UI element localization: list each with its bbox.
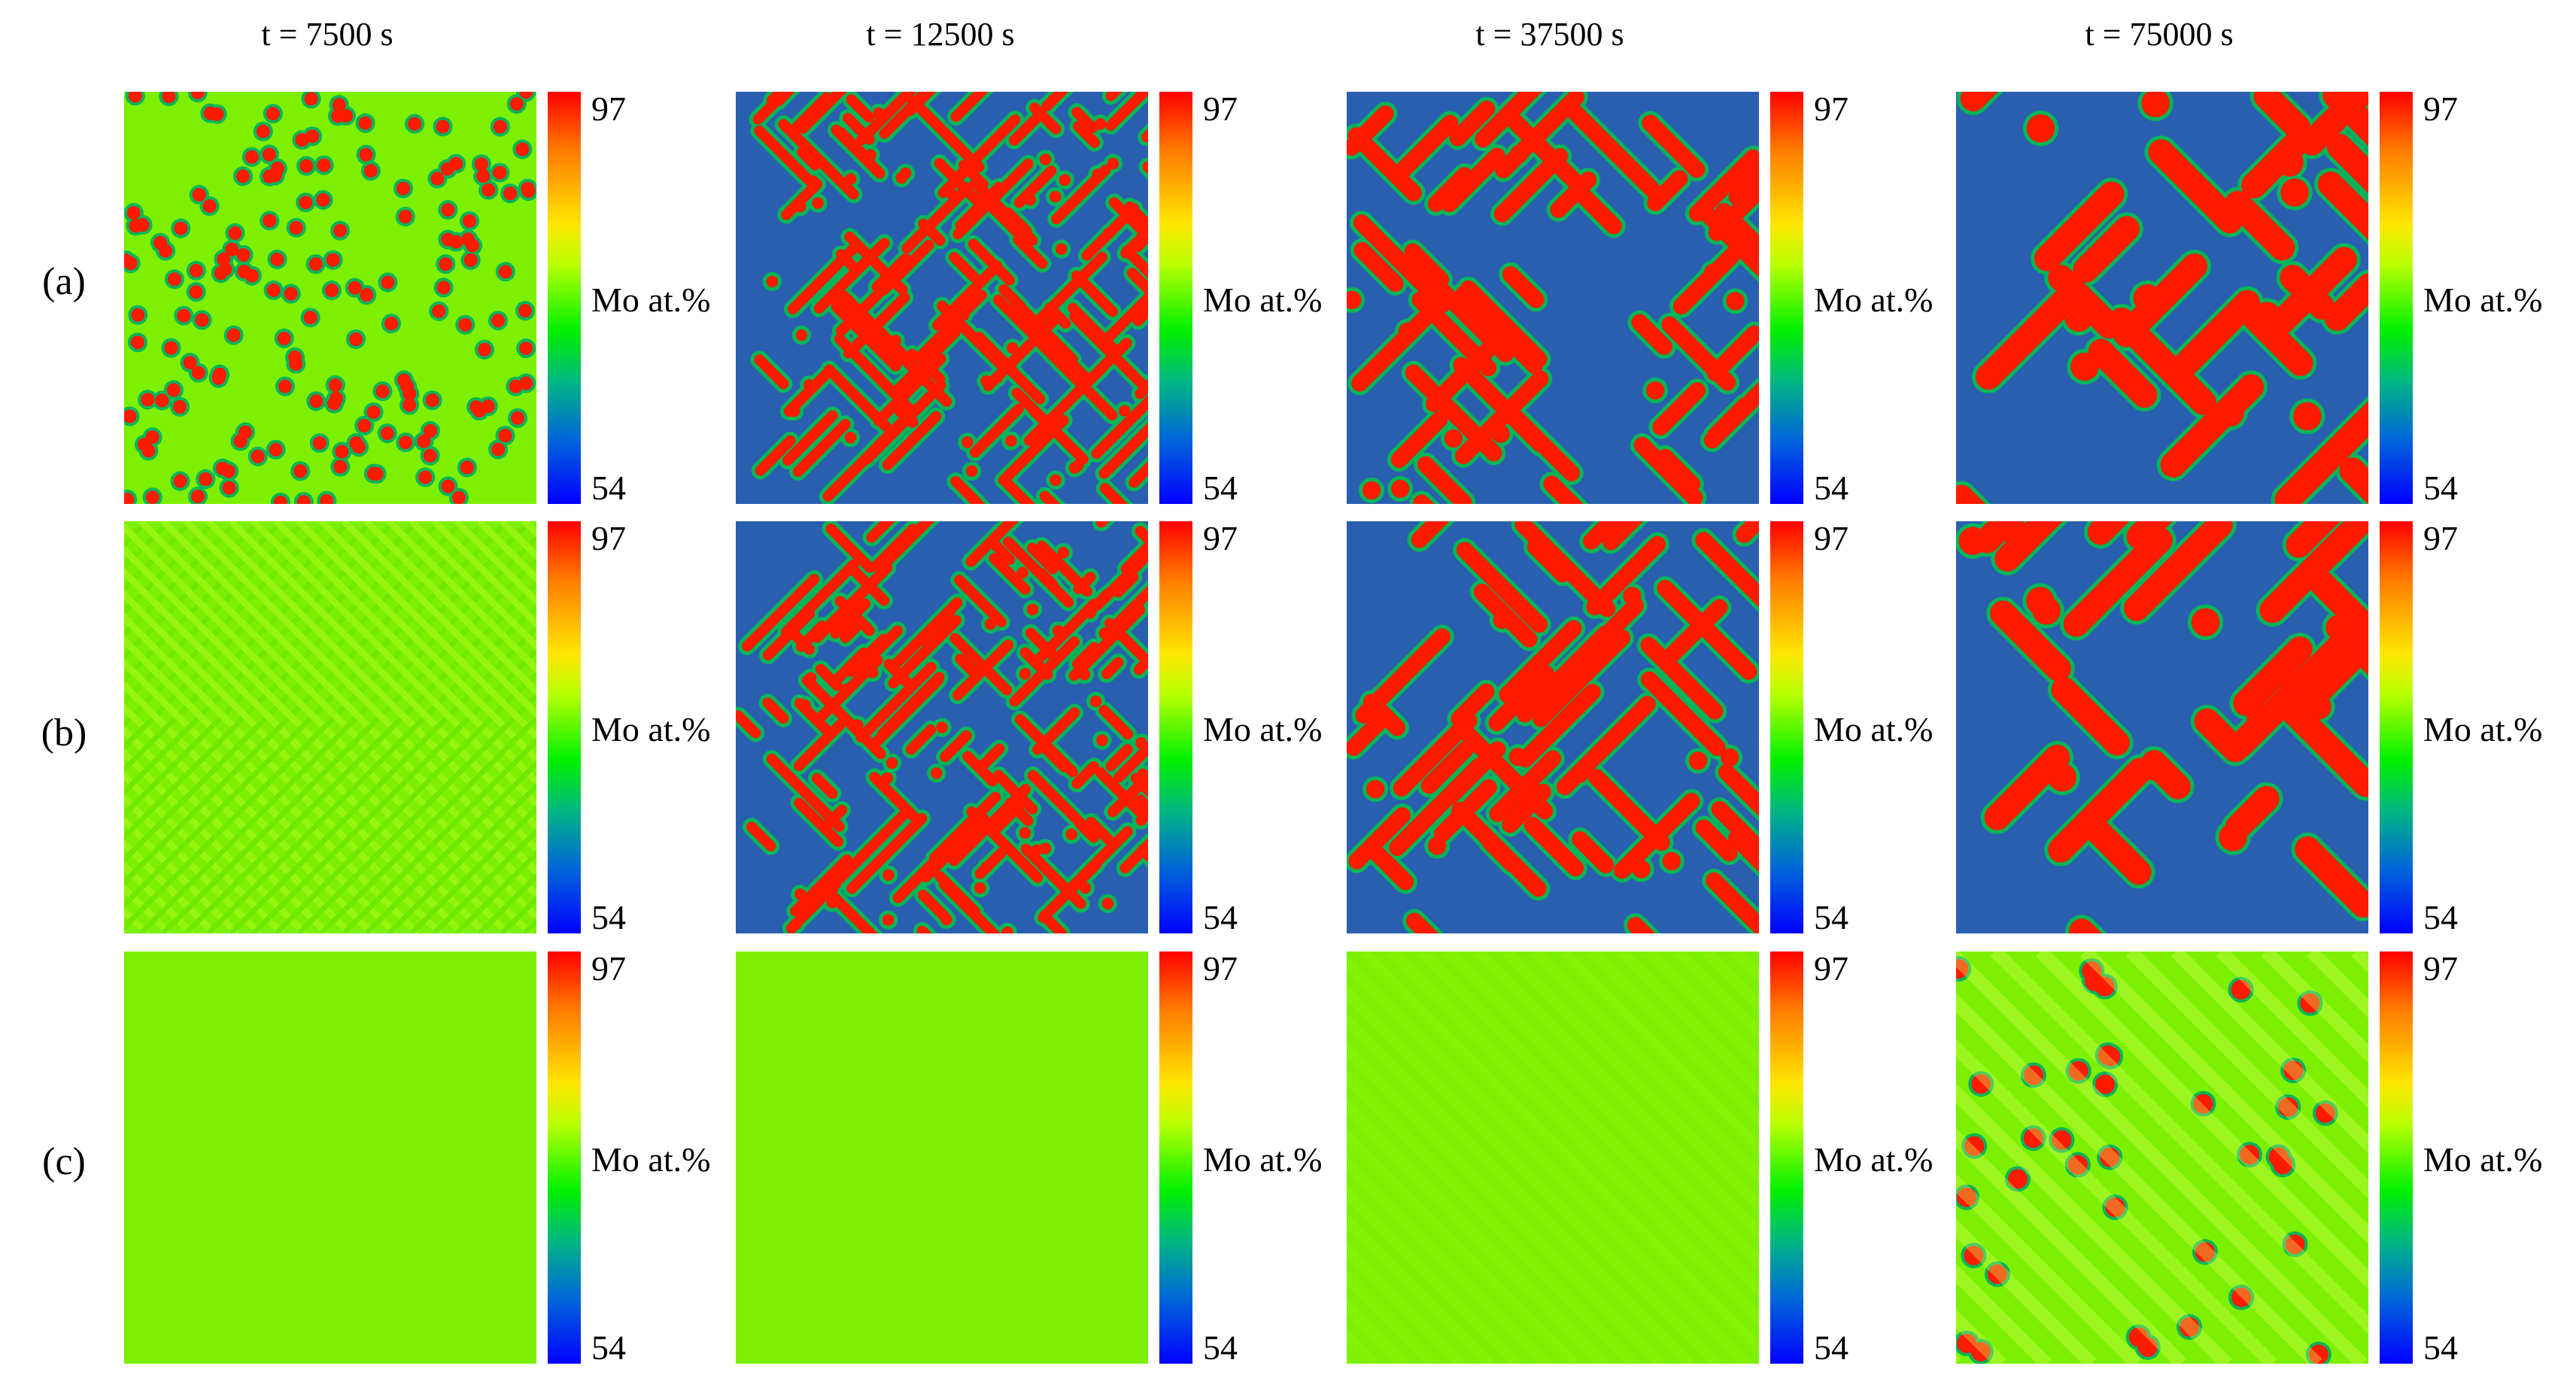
microstructure-image xyxy=(736,521,1148,933)
colorbar-title: Mo at.% xyxy=(591,281,711,319)
microstructure-image xyxy=(124,951,536,1364)
microstructure-panel xyxy=(736,521,1148,933)
colorbar-title: Mo at.% xyxy=(591,710,711,748)
microstructure-image xyxy=(736,92,1148,504)
microstructure-panel xyxy=(124,92,536,504)
row-label-b: (b) xyxy=(41,712,87,754)
microstructure-panel xyxy=(1956,92,2368,504)
colorbar-title: Mo at.% xyxy=(1203,710,1323,748)
colorbar xyxy=(1770,951,1803,1364)
colorbar-max-label: 97 xyxy=(1203,90,1238,128)
colorbar-title: Mo at.% xyxy=(1814,710,1934,748)
colorbar-min-label: 54 xyxy=(1814,469,1848,507)
colorbar-min-label: 54 xyxy=(2423,469,2458,507)
colorbar-title: Mo at.% xyxy=(2423,281,2543,319)
colorbar-min-label: 54 xyxy=(1203,898,1238,936)
microstructure-image xyxy=(124,92,536,504)
colorbar-title: Mo at.% xyxy=(1203,1140,1323,1179)
colorbar-max-label: 97 xyxy=(591,949,626,988)
colorbar-min-label: 54 xyxy=(1814,1328,1848,1367)
microstructure-panel xyxy=(1347,521,1759,933)
microstructure-image xyxy=(124,521,536,933)
colorbar xyxy=(1159,92,1192,504)
colorbar-max-label: 97 xyxy=(2423,519,2458,557)
microstructure-panel xyxy=(1347,951,1759,1364)
colorbar-max-label: 97 xyxy=(1814,90,1848,128)
microstructure-panel xyxy=(1956,951,2368,1364)
colorbar-title: Mo at.% xyxy=(591,1140,711,1179)
time-label-0: t = 7500 s xyxy=(261,16,393,53)
colorbar-max-label: 97 xyxy=(2423,90,2458,128)
microstructure-panel xyxy=(124,521,536,933)
microstructure-image xyxy=(1347,521,1759,933)
colorbar-max-label: 97 xyxy=(1203,949,1238,988)
colorbar-title: Mo at.% xyxy=(1814,281,1934,319)
time-label-1: t = 12500 s xyxy=(866,16,1015,53)
colorbar xyxy=(2380,92,2413,504)
colorbar-max-label: 97 xyxy=(2423,949,2458,988)
time-label-3: t = 75000 s xyxy=(2085,16,2234,53)
microstructure-panel xyxy=(736,92,1148,504)
colorbar xyxy=(2380,521,2413,933)
colorbar-title: Mo at.% xyxy=(2423,1140,2543,1179)
colorbar-min-label: 54 xyxy=(2423,1328,2458,1367)
colorbar-min-label: 54 xyxy=(1203,1328,1238,1367)
colorbar xyxy=(548,92,581,504)
microstructure-panel xyxy=(736,951,1148,1364)
colorbar-max-label: 97 xyxy=(591,519,626,557)
time-label-2: t = 37500 s xyxy=(1475,16,1624,53)
colorbar-max-label: 97 xyxy=(1203,519,1238,557)
colorbar-max-label: 97 xyxy=(1814,949,1848,988)
microstructure-panel xyxy=(124,951,536,1364)
microstructure-image xyxy=(1347,92,1759,504)
microstructure-image xyxy=(1347,951,1759,1364)
colorbar-min-label: 54 xyxy=(1814,898,1848,936)
colorbar xyxy=(548,951,581,1364)
colorbar xyxy=(1159,521,1192,933)
colorbar xyxy=(1159,951,1192,1364)
row-label-c: (c) xyxy=(42,1140,86,1183)
colorbar xyxy=(2380,951,2413,1364)
microstructure-image xyxy=(736,951,1148,1364)
colorbar xyxy=(1770,92,1803,504)
colorbar-min-label: 54 xyxy=(2423,898,2458,936)
colorbar-min-label: 54 xyxy=(591,1328,626,1367)
colorbar-min-label: 54 xyxy=(591,898,626,936)
colorbar-min-label: 54 xyxy=(591,469,626,507)
colorbar xyxy=(1770,521,1803,933)
colorbar-title: Mo at.% xyxy=(1814,1140,1934,1179)
colorbar-min-label: 54 xyxy=(1203,469,1238,507)
colorbar xyxy=(548,521,581,933)
colorbar-title: Mo at.% xyxy=(1203,281,1323,319)
microstructure-panel xyxy=(1347,92,1759,504)
microstructure-image xyxy=(1956,92,2368,504)
microstructure-panel xyxy=(1956,521,2368,933)
colorbar-title: Mo at.% xyxy=(2423,710,2543,748)
microstructure-image xyxy=(1956,951,2368,1364)
microstructure-image xyxy=(1956,521,2368,933)
colorbar-max-label: 97 xyxy=(591,90,626,128)
colorbar-max-label: 97 xyxy=(1814,519,1848,557)
row-label-a: (a) xyxy=(42,260,86,303)
